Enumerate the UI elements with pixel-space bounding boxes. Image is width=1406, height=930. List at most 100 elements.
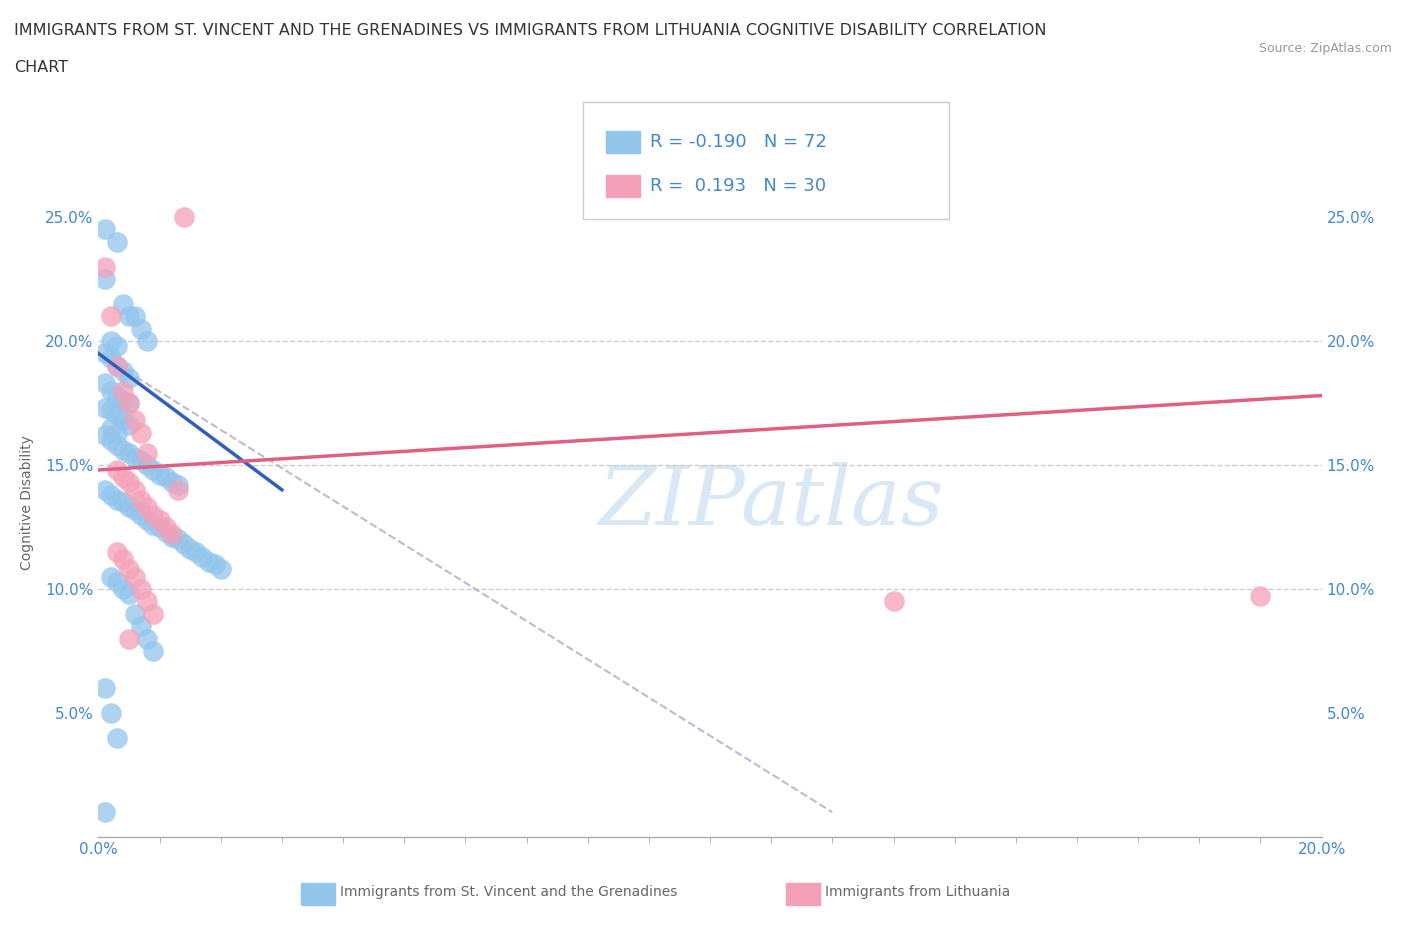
Point xyxy=(173,537,195,551)
Point xyxy=(93,259,115,274)
Text: IMMIGRANTS FROM ST. VINCENT AND THE GRENADINES VS IMMIGRANTS FROM LITHUANIA COGN: IMMIGRANTS FROM ST. VINCENT AND THE GREN… xyxy=(14,23,1046,38)
Point xyxy=(111,413,134,428)
Point xyxy=(186,544,208,559)
Point xyxy=(93,428,115,443)
Point xyxy=(111,364,134,379)
Text: R = -0.190   N = 72: R = -0.190 N = 72 xyxy=(650,133,827,152)
Point xyxy=(124,413,146,428)
Point xyxy=(118,499,141,514)
Point xyxy=(129,453,152,468)
Point xyxy=(129,618,152,633)
Y-axis label: Cognitive Disability: Cognitive Disability xyxy=(20,434,34,570)
Point xyxy=(191,550,214,565)
Text: Immigrants from St. Vincent and the Grenadines: Immigrants from St. Vincent and the Gren… xyxy=(340,884,678,899)
Point xyxy=(118,562,141,577)
Point xyxy=(111,495,134,510)
Point xyxy=(160,475,183,490)
Point xyxy=(118,631,141,646)
Point xyxy=(105,358,128,373)
Point xyxy=(155,525,177,539)
Point xyxy=(136,512,159,527)
Point xyxy=(111,551,134,566)
Point xyxy=(111,393,134,408)
Text: Source: ZipAtlas.com: Source: ZipAtlas.com xyxy=(1258,42,1392,55)
Point xyxy=(118,371,141,386)
Point xyxy=(111,470,134,485)
Text: ZIPatlas: ZIPatlas xyxy=(599,462,943,542)
Point xyxy=(118,395,141,410)
Text: R =  0.193   N = 30: R = 0.193 N = 30 xyxy=(650,177,825,195)
Point xyxy=(118,418,141,432)
Point xyxy=(155,520,177,535)
Point xyxy=(100,383,122,398)
Point xyxy=(142,644,165,658)
Point xyxy=(129,425,152,440)
Point xyxy=(160,529,183,544)
Point xyxy=(93,376,115,391)
Point xyxy=(167,477,190,492)
Point xyxy=(167,483,190,498)
Point xyxy=(100,309,122,324)
Point xyxy=(93,222,115,237)
Point xyxy=(883,594,905,609)
Point xyxy=(100,487,122,502)
Point xyxy=(129,507,152,522)
Point xyxy=(204,557,226,572)
Point xyxy=(142,507,165,522)
Point xyxy=(149,468,172,483)
Point xyxy=(136,499,159,514)
Point xyxy=(111,297,134,312)
Point xyxy=(142,462,165,477)
Point xyxy=(129,492,152,507)
Point xyxy=(93,483,115,498)
Point xyxy=(105,234,128,249)
Point xyxy=(136,445,159,460)
Text: CHART: CHART xyxy=(14,60,67,75)
Point xyxy=(124,309,146,324)
Text: Immigrants from Lithuania: Immigrants from Lithuania xyxy=(825,884,1011,899)
Point xyxy=(179,542,201,557)
Point xyxy=(160,527,183,542)
Point xyxy=(105,408,128,423)
Point xyxy=(100,432,122,447)
Point xyxy=(100,334,122,349)
Point xyxy=(136,631,159,646)
Point xyxy=(118,475,141,490)
Point xyxy=(124,483,146,498)
Point xyxy=(142,606,165,621)
Point xyxy=(173,209,195,224)
Point xyxy=(118,309,141,324)
Point xyxy=(136,458,159,472)
Point xyxy=(105,438,128,453)
Point xyxy=(105,462,128,477)
Point xyxy=(111,383,134,398)
Point xyxy=(100,351,122,365)
Point xyxy=(118,395,141,410)
Point xyxy=(149,512,172,527)
Point xyxy=(124,450,146,465)
Point xyxy=(105,492,128,507)
Point xyxy=(100,569,122,584)
Point xyxy=(129,581,152,596)
Point xyxy=(93,681,115,696)
Point xyxy=(124,502,146,517)
Point xyxy=(136,594,159,609)
Point xyxy=(142,517,165,532)
Point xyxy=(118,445,141,460)
Point xyxy=(105,358,128,373)
Point xyxy=(105,574,128,589)
Point xyxy=(100,403,122,418)
Point xyxy=(167,532,190,547)
Point xyxy=(105,544,128,559)
Point xyxy=(93,804,115,819)
Point xyxy=(118,587,141,602)
Point xyxy=(136,334,159,349)
Point xyxy=(124,569,146,584)
Point xyxy=(124,606,146,621)
Point xyxy=(105,339,128,353)
Point xyxy=(93,272,115,286)
Point xyxy=(209,562,232,577)
Point xyxy=(93,401,115,416)
Point xyxy=(93,346,115,361)
Point xyxy=(149,520,172,535)
